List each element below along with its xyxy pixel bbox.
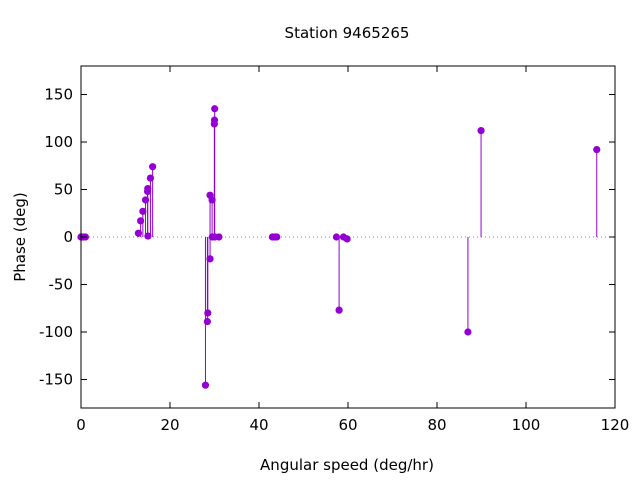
- y-tick-label: 50: [54, 181, 73, 199]
- y-tick-label: 0: [63, 228, 73, 246]
- x-axis-label: Angular speed (deg/hr): [260, 456, 434, 474]
- data-point: [149, 163, 157, 171]
- axis-ticks: 0 20 40 60 80 100 120 -150 -100 -50 0 50 100 150: [39, 66, 629, 434]
- y-axis-label: Phase (deg): [11, 192, 29, 282]
- data-point: [335, 306, 343, 314]
- x-tick-label: 60: [338, 416, 357, 434]
- x-tick-label: 0: [76, 416, 86, 434]
- data-point: [144, 184, 152, 193]
- y-tick-label: -150: [39, 371, 73, 389]
- data-point: [211, 105, 219, 113]
- data-point: [593, 146, 601, 154]
- data-point: [201, 381, 210, 389]
- data-point: [343, 235, 351, 243]
- data-point: [206, 255, 214, 263]
- x-tick-label: 80: [427, 416, 446, 434]
- data-point: [204, 309, 212, 317]
- x-tick-label: 100: [512, 416, 541, 434]
- data-point: [215, 233, 223, 241]
- x-tick-label: 40: [249, 416, 268, 434]
- data-point: [464, 328, 472, 336]
- data-point: [203, 317, 211, 326]
- y-tick-label: 150: [44, 86, 73, 104]
- y-tick-label: 100: [44, 133, 73, 151]
- data-point: [144, 232, 152, 240]
- data-marks: [77, 105, 601, 389]
- data-point: [332, 233, 341, 241]
- y-tick-label: -50: [49, 276, 74, 294]
- x-tick-label: 120: [601, 416, 630, 434]
- data-point: [273, 233, 281, 241]
- chart-title: Station 9465265: [285, 24, 410, 42]
- data-point: [477, 127, 485, 135]
- x-tick-label: 20: [160, 416, 179, 434]
- y-tick-label: -100: [39, 323, 73, 341]
- data-point: [139, 207, 147, 215]
